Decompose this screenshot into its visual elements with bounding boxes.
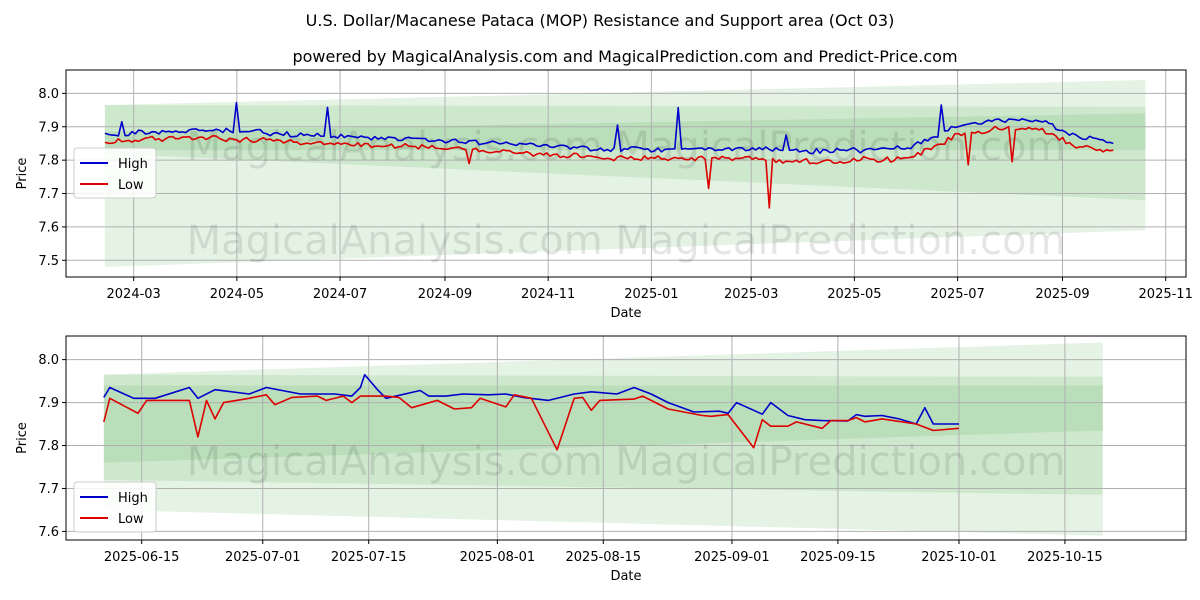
- y-tick-label: 7.8: [38, 154, 59, 169]
- x-tick-label: 2024-07: [313, 287, 367, 302]
- legend-label-low: Low: [118, 512, 144, 527]
- plot-area: [66, 70, 1186, 277]
- y-tick-label: 7.6: [38, 220, 59, 235]
- x-axis-label: Date: [610, 569, 641, 584]
- y-axis-label: Price: [15, 422, 30, 454]
- x-tick-label: 2025-09-15: [800, 550, 876, 565]
- watermark-text: MagicalAnalysis.com MagicalPrediction.co…: [187, 439, 1066, 485]
- x-tick-label: 2025-06-15: [104, 550, 180, 565]
- x-tick-label: 2025-01: [624, 287, 678, 302]
- x-axis-label: Date: [610, 306, 641, 321]
- watermark-text: MagicalAnalysis.com MagicalPrediction.co…: [187, 124, 1066, 170]
- x-tick-label: 2025-03: [724, 287, 778, 302]
- legend-box: [73, 147, 157, 199]
- x-tick-label: 2024-05: [210, 287, 264, 302]
- y-tick-label: 7.6: [38, 525, 59, 540]
- x-tick-label: 2024-11: [521, 287, 575, 302]
- x-tick-label: 2025-09-01: [694, 550, 770, 565]
- x-tick-label: 2025-09: [1035, 287, 1089, 302]
- series-line-low: [104, 125, 1114, 209]
- top-chart-panel: MagicalAnalysis.com MagicalPrediction.co…: [15, 69, 1193, 321]
- y-tick-label: 7.5: [38, 254, 59, 269]
- plot-area: [66, 336, 1186, 540]
- legend-box: [73, 481, 157, 533]
- x-tick-label: 2025-10-15: [1027, 550, 1103, 565]
- watermark-text: MagicalAnalysis.com MagicalPrediction.co…: [187, 218, 1066, 264]
- y-tick-label: 8.0: [38, 353, 59, 368]
- legend: High Low: [73, 147, 157, 199]
- x-tick-label: 2025-10-01: [921, 550, 997, 565]
- band-core-band: [104, 113, 1146, 151]
- legend-label-high: High: [118, 491, 148, 506]
- x-tick-label: 2025-07: [930, 287, 984, 302]
- x-tick-label: 2025-08-01: [460, 550, 536, 565]
- x-tick-label: 2025-07-01: [225, 550, 301, 565]
- bottom-chart-panel: MagicalAnalysis.com MagicalPrediction.co…: [15, 335, 1187, 584]
- legend-label-high: High: [118, 157, 148, 172]
- chart-subtitle: powered by MagicalAnalysis.com and Magic…: [292, 47, 957, 66]
- x-tick-label: 2024-03: [107, 287, 161, 302]
- x-tick-label: 2025-11: [1139, 287, 1193, 302]
- y-tick-label: 7.8: [38, 439, 59, 454]
- y-tick-label: 7.7: [38, 482, 59, 497]
- x-tick-label: 2024-09: [418, 287, 472, 302]
- y-tick-label: 7.7: [38, 187, 59, 202]
- y-axis-label: Price: [15, 158, 30, 190]
- x-tick-label: 2025-07-15: [331, 550, 407, 565]
- chart-title: U.S. Dollar/Macanese Pataca (MOP) Resist…: [306, 11, 895, 30]
- y-tick-label: 8.0: [38, 87, 59, 102]
- axes-frame: [65, 69, 1187, 278]
- y-tick-label: 7.9: [38, 120, 59, 135]
- band-middle-band: [104, 105, 1146, 201]
- y-tick-label: 7.9: [38, 396, 59, 411]
- x-tick-label: 2025-05: [827, 287, 881, 302]
- axes-frame: [65, 335, 1187, 541]
- legend-label-low: Low: [118, 178, 144, 193]
- legend: High Low: [73, 481, 157, 533]
- series-line-high: [104, 101, 1114, 155]
- series-line-low: [103, 394, 960, 451]
- x-tick-label: 2025-08-15: [566, 550, 642, 565]
